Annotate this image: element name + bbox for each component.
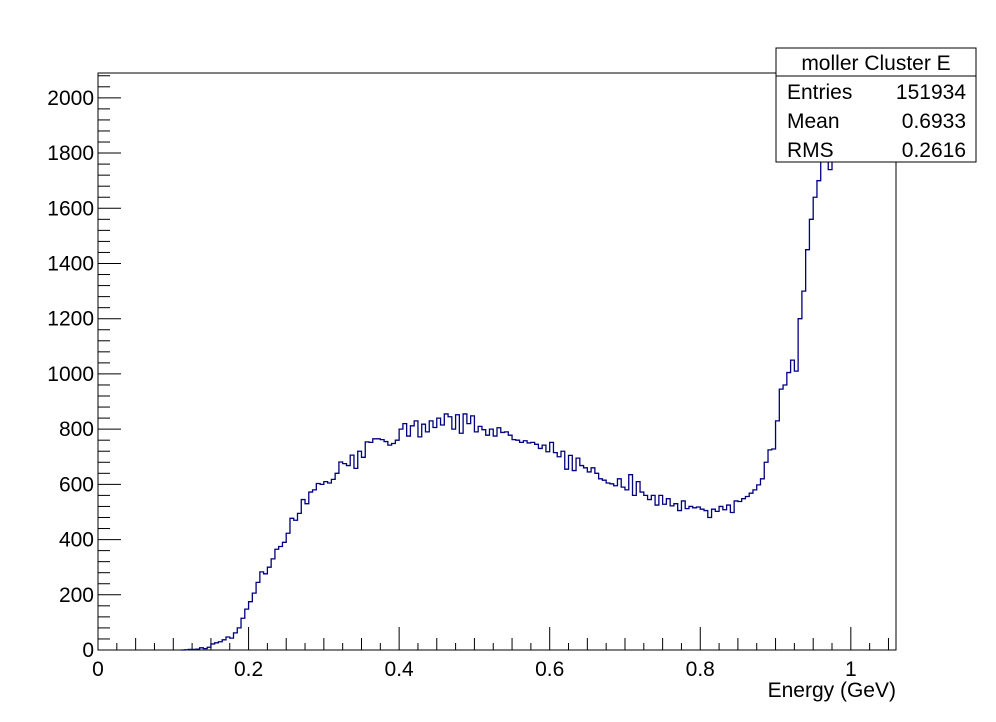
stats-rms-value: 0.2616 [902,139,966,162]
y-axis-tick-labels: 0 200 400 600 800 1000 1200 1400 1600 1800 2000 [47,87,94,662]
plot-frame [97,72,897,651]
y-tick-label: 1000 [47,363,94,386]
stats-mean-value: 0.6933 [902,110,966,133]
stats-mean-label: Mean [787,110,840,133]
y-axis-ticks [98,75,121,651]
x-tick-label: 0.6 [535,658,564,681]
histogram-line [180,83,844,651]
x-axis-title: Energy (GeV) [768,679,896,702]
y-tick-label: 600 [59,473,94,496]
x-tick-label: 1 [845,658,857,681]
y-tick-label: 1400 [47,252,94,275]
x-tick-label: 0.4 [385,658,415,681]
stats-box-title: moller Cluster E [801,52,950,75]
stats-box: moller Cluster E Entries 151934 Mean 0.6… [775,47,977,163]
y-tick-label: 1600 [47,197,94,220]
x-tick-label: 0 [92,658,104,681]
x-axis-ticks [97,627,889,650]
stats-entries-label: Entries [787,81,852,104]
y-tick-label: 800 [59,418,94,441]
y-tick-label: 1200 [47,308,94,331]
x-axis-tick-labels: 0 0.2 0.4 0.6 0.8 1 [92,658,857,681]
stats-rms-label: RMS [787,139,834,162]
y-tick-label: 1800 [47,142,94,165]
y-tick-label: 400 [59,529,94,552]
stats-box-frame [775,47,977,163]
x-tick-label: 0.2 [234,658,263,681]
y-tick-label: 0 [82,639,94,662]
x-tick-label: 0.8 [686,658,715,681]
y-tick-label: 200 [59,584,94,607]
y-tick-label: 2000 [47,87,94,110]
stats-entries-value: 151934 [896,81,966,104]
